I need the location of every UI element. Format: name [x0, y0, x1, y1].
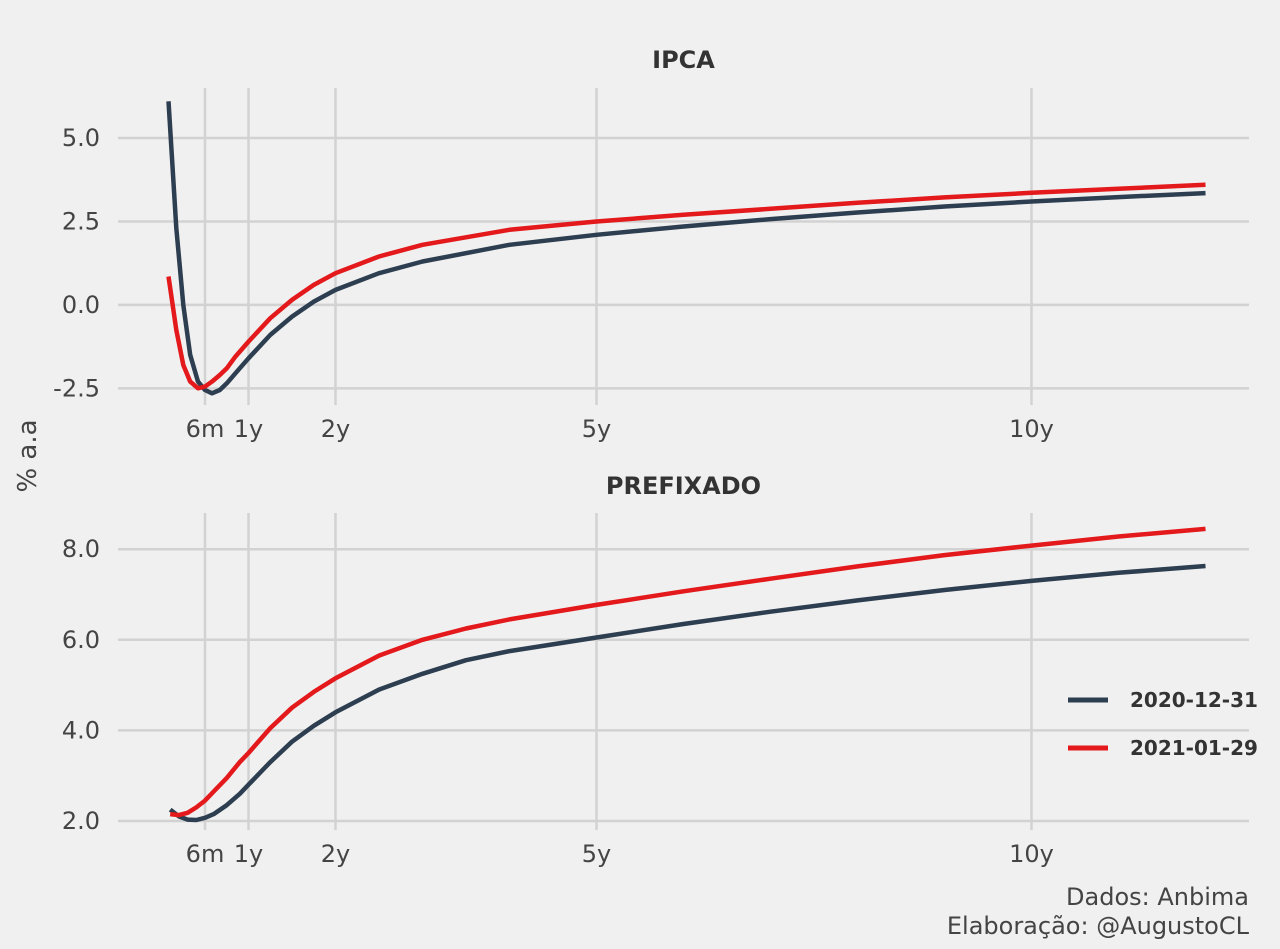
legend-label: 2020-12-31 — [1130, 688, 1258, 712]
panel-ipca: IPCA -2.5 0.0 2.5 5.0 6m 1y 2y 5y 10y — [53, 46, 1249, 443]
x-tick-label: 1y — [234, 840, 263, 868]
panels: IPCA -2.5 0.0 2.5 5.0 6m 1y 2y 5y 10y PREFIXADO 2.0… — [53, 46, 1249, 868]
y-tick-label: 5.0 — [62, 124, 100, 152]
series-line-2020-12-31 — [166, 101, 1206, 396]
legend-item: 2020-12-31 — [1068, 688, 1258, 712]
y-tick-label: 4.0 — [62, 716, 100, 744]
y-tick-label: 6.0 — [62, 626, 100, 654]
x-tick-label: 2y — [321, 840, 350, 868]
panel-title: IPCA — [652, 46, 715, 74]
legend-label: 2021-01-29 — [1130, 736, 1258, 760]
x-tick-label: 2y — [321, 415, 350, 443]
y-tick-label: 8.0 — [62, 535, 100, 563]
x-tick-label: 6m — [186, 415, 225, 443]
series-line-2021-01-29 — [169, 526, 1206, 818]
legend-item: 2021-01-29 — [1068, 736, 1258, 760]
series-line-2020-12-31 — [168, 563, 1206, 823]
panel-prefixado: PREFIXADO 2.0 4.0 6.0 8.0 6m 1y 2y 5y 10y — [62, 472, 1249, 868]
panel-title: PREFIXADO — [606, 472, 761, 500]
x-tick-label: 5y — [582, 415, 611, 443]
x-tick-label: 5y — [582, 840, 611, 868]
x-tick-label: 6m — [186, 840, 225, 868]
y-tick-label: 2.5 — [62, 207, 100, 235]
caption-author: Elaboração: @AugustoCL — [947, 912, 1250, 940]
x-tick-label: 1y — [234, 415, 263, 443]
y-tick-label: 0.0 — [62, 291, 100, 319]
x-tick-label: 10y — [1009, 415, 1054, 443]
series-line-2021-01-29 — [166, 182, 1206, 391]
x-tick-label: 10y — [1009, 840, 1054, 868]
caption-source: Dados: Anbima — [1066, 883, 1249, 911]
y-tick-label: -2.5 — [53, 374, 100, 402]
y-axis-title: % a.a — [13, 419, 43, 492]
y-tick-label: 2.0 — [62, 807, 100, 835]
legend: 2020-12-31 2021-01-29 — [1068, 688, 1258, 760]
